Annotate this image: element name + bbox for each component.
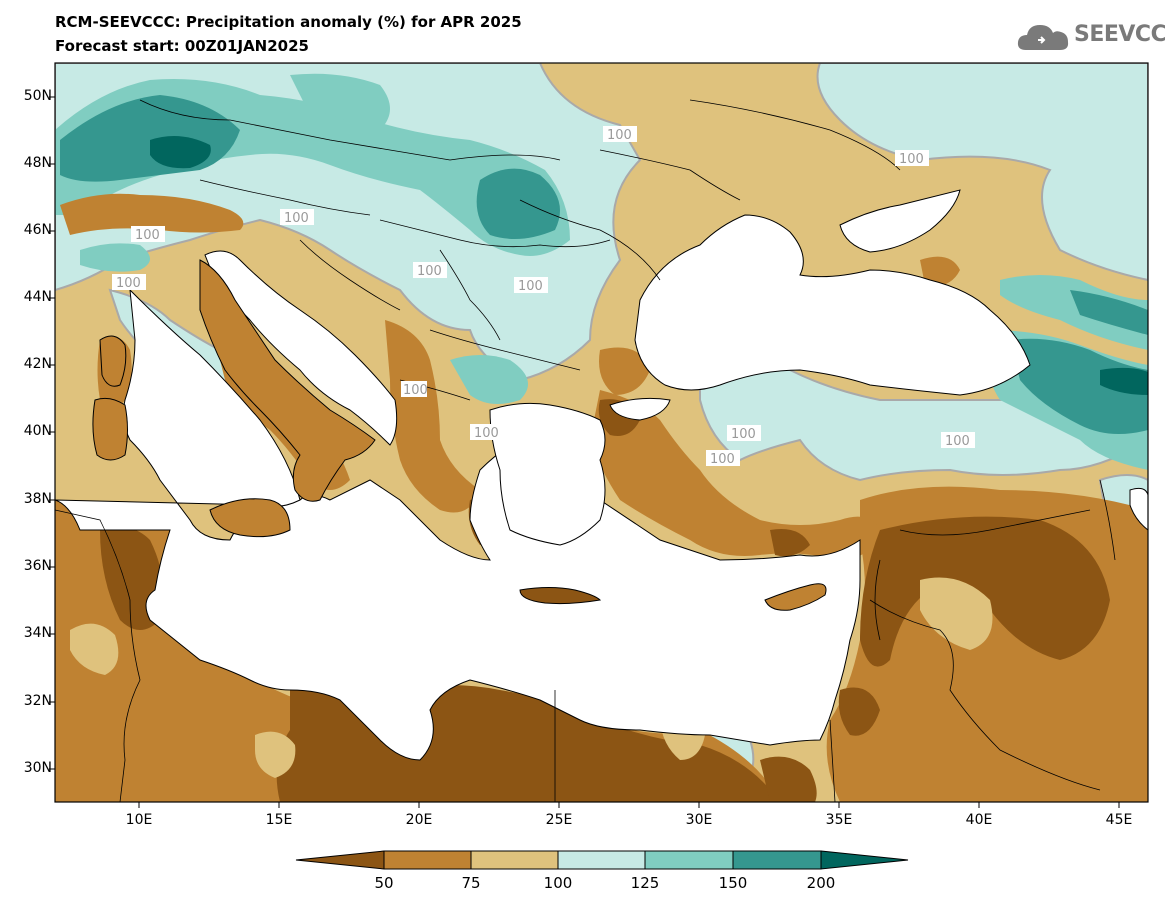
contour-label: 100 bbox=[284, 211, 309, 226]
colorbar-segment bbox=[820, 850, 909, 870]
contour-label: 100 bbox=[945, 434, 970, 449]
cloud-icon bbox=[1017, 25, 1069, 50]
lat-label: 30N bbox=[23, 760, 52, 776]
forecast-start: Forecast start: 00Z01JAN2025 bbox=[55, 37, 309, 55]
contour-labels: 100 100 100 100 100 100 100 100 100 100 … bbox=[112, 126, 975, 467]
lon-label: 25E bbox=[545, 812, 573, 828]
colorbar-segment bbox=[295, 850, 385, 870]
contour-label: 100 bbox=[607, 128, 632, 143]
colorbar-label: 150 bbox=[718, 874, 748, 892]
seevccc-logo: SEEVCCC bbox=[1016, 20, 1165, 56]
contour-label: 100 bbox=[474, 426, 499, 441]
contour-label: 100 bbox=[731, 427, 756, 442]
colorbar bbox=[295, 850, 909, 870]
lat-label: 38N bbox=[23, 491, 52, 507]
colorbar-segment bbox=[557, 850, 646, 870]
lon-label: 35E bbox=[825, 812, 853, 828]
colorbar-label: 100 bbox=[543, 874, 573, 892]
colorbar-segment bbox=[470, 850, 559, 870]
lon-label: 20E bbox=[405, 812, 433, 828]
contour-label: 100 bbox=[518, 279, 543, 294]
colorbar-label: 75 bbox=[461, 874, 481, 892]
colorbar-segment bbox=[644, 850, 734, 870]
lon-label: 45E bbox=[1105, 812, 1133, 828]
lat-label: 40N bbox=[23, 423, 52, 439]
lat-label: 42N bbox=[23, 356, 52, 372]
lat-label: 44N bbox=[23, 289, 52, 305]
lon-label: 15E bbox=[265, 812, 293, 828]
lon-label: 40E bbox=[965, 812, 993, 828]
lon-label: 10E bbox=[125, 812, 153, 828]
logo-text: SEEVCCC bbox=[1074, 22, 1165, 47]
lat-label: 46N bbox=[23, 222, 52, 238]
contour-label: 100 bbox=[403, 383, 428, 398]
colorbar-segment bbox=[383, 850, 472, 870]
map-title: RCM-SEEVCCC: Precipitation anomaly (%) f… bbox=[55, 13, 522, 31]
contour-label: 100 bbox=[135, 228, 160, 243]
colorbar-segment bbox=[732, 850, 822, 870]
lon-label: 30E bbox=[685, 812, 713, 828]
lat-label: 36N bbox=[23, 558, 52, 574]
lat-label: 32N bbox=[23, 693, 52, 709]
lat-label: 48N bbox=[23, 155, 52, 171]
contour-label: 100 bbox=[710, 452, 735, 467]
lat-label: 34N bbox=[23, 625, 52, 641]
contour-label: 100 bbox=[899, 152, 924, 167]
lon-ticks bbox=[138, 802, 1120, 808]
lat-ticks bbox=[49, 96, 55, 770]
contour-label: 100 bbox=[116, 276, 141, 291]
colorbar-label: 200 bbox=[806, 874, 836, 892]
contour-label: 100 bbox=[417, 264, 442, 279]
lat-label: 50N bbox=[23, 88, 52, 104]
colorbar-label: 50 bbox=[374, 874, 394, 892]
colorbar-label: 125 bbox=[630, 874, 660, 892]
